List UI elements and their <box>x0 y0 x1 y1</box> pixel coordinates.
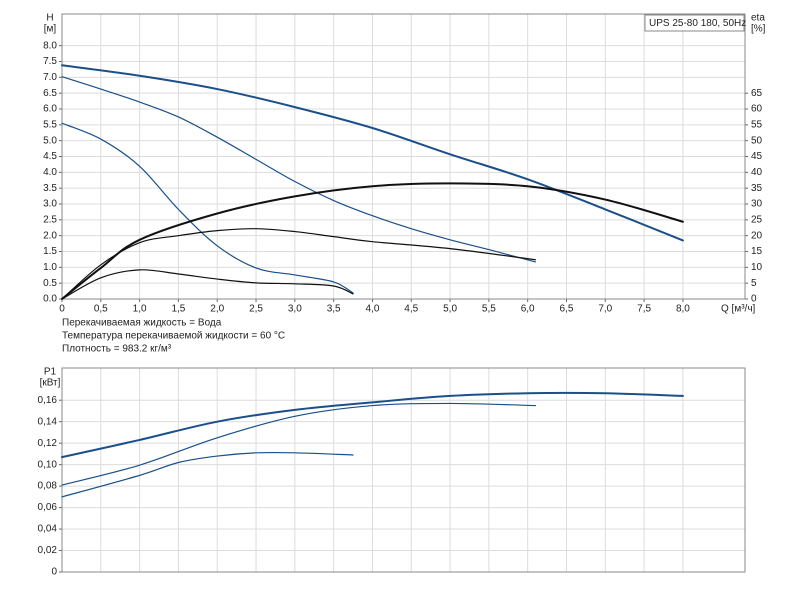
y-tick-label: 1.0 <box>43 262 57 273</box>
x-tick-label: 8,0 <box>676 304 690 315</box>
y2-tick-label: 30 <box>751 199 763 210</box>
x-tick-label: 4,0 <box>366 304 380 315</box>
y2-axis-label: eta <box>751 13 765 24</box>
note: Температура перекачиваемой жидкости = 60… <box>62 331 285 342</box>
curve <box>61 451 354 498</box>
y-tick-label: 0.0 <box>43 294 57 305</box>
y2-tick-label: 55 <box>751 119 763 130</box>
y-tick-label: 0,04 <box>38 524 58 535</box>
curve <box>61 64 684 242</box>
y2-tick-label: 60 <box>751 104 763 115</box>
x-tick-label: 4,5 <box>404 304 418 315</box>
y-tick-label: 7.0 <box>43 72 57 83</box>
note: Плотность = 983.2 кг/м³ <box>62 344 172 355</box>
x-tick-label: 6,5 <box>560 304 574 315</box>
x-tick-label: 0 <box>59 304 65 315</box>
y-tick-label: 7.5 <box>43 56 57 67</box>
x-tick-label: 2,5 <box>249 304 263 315</box>
y-tick-label: 0,14 <box>38 416 58 427</box>
y2-axis-unit: [%] <box>751 24 766 35</box>
y-tick-label: 1.5 <box>43 246 57 257</box>
x-tick-label: 3,0 <box>288 304 302 315</box>
y2-tick-label: 65 <box>751 88 763 99</box>
y-tick-label: 6.0 <box>43 104 57 115</box>
x-axis-label: Q [м³/ч] <box>721 304 756 315</box>
plot-frame <box>61 367 746 573</box>
y-tick-label: 4.0 <box>43 167 57 178</box>
y-tick-label: 0 <box>51 567 57 578</box>
y-tick-label: 8.0 <box>43 40 57 51</box>
y-tick-label: 2.0 <box>43 230 57 241</box>
y2-tick-label: 10 <box>751 262 763 273</box>
y2-tick-label: 20 <box>751 230 763 241</box>
y-tick-label: 5.5 <box>43 119 57 130</box>
y-tick-label: 6.5 <box>43 88 57 99</box>
curve <box>61 269 354 300</box>
curve <box>61 402 537 486</box>
y2-tick-label: 40 <box>751 167 763 178</box>
y2-tick-label: 45 <box>751 151 763 162</box>
y2-tick-label: 50 <box>751 135 763 146</box>
y-axis-label: P1 <box>44 367 57 378</box>
x-tick-label: 6,0 <box>521 304 535 315</box>
curve <box>61 182 684 300</box>
x-tick-label: 5,5 <box>482 304 496 315</box>
x-tick-label: 1,5 <box>171 304 185 315</box>
y-tick-label: 3.0 <box>43 199 57 210</box>
curve <box>61 122 354 294</box>
x-tick-label: 7,0 <box>598 304 612 315</box>
y2-tick-label: 25 <box>751 214 763 225</box>
x-tick-label: 7,5 <box>637 304 651 315</box>
y-tick-label: 0,12 <box>38 438 58 449</box>
y2-tick-label: 0 <box>751 294 757 305</box>
curve <box>61 76 537 263</box>
y2-tick-label: 35 <box>751 183 763 194</box>
note: Перекачиваемая жидкость = Вода <box>62 318 222 329</box>
plot-frame <box>61 13 746 300</box>
y-tick-label: 0.5 <box>43 278 57 289</box>
chart-title: UPS 25-80 180, 50Hz <box>649 18 746 29</box>
x-tick-label: 3,5 <box>327 304 341 315</box>
y-tick-label: 2.5 <box>43 214 57 225</box>
y2-tick-label: 15 <box>751 246 763 257</box>
x-tick-label: 1,0 <box>133 304 147 315</box>
y-tick-label: 4.5 <box>43 151 57 162</box>
x-tick-label: 2,0 <box>210 304 224 315</box>
y-axis-unit: [кВт] <box>40 378 61 389</box>
y-tick-label: 0,06 <box>38 502 58 513</box>
y-tick-label: 0,16 <box>38 395 58 406</box>
y-tick-label: 3.5 <box>43 183 57 194</box>
y-tick-label: 0,10 <box>38 459 58 470</box>
y-tick-label: 5.0 <box>43 135 57 146</box>
y-tick-label: 0,02 <box>38 545 58 556</box>
x-tick-label: 0,5 <box>94 304 108 315</box>
x-tick-label: 5,0 <box>443 304 457 315</box>
y-axis-unit: [м] <box>44 24 57 35</box>
y2-tick-label: 5 <box>751 278 757 289</box>
y-tick-label: 0,08 <box>38 481 58 492</box>
curve <box>61 228 537 300</box>
y-axis-label: H <box>46 13 53 24</box>
curve <box>61 391 684 459</box>
title-box <box>644 14 745 32</box>
